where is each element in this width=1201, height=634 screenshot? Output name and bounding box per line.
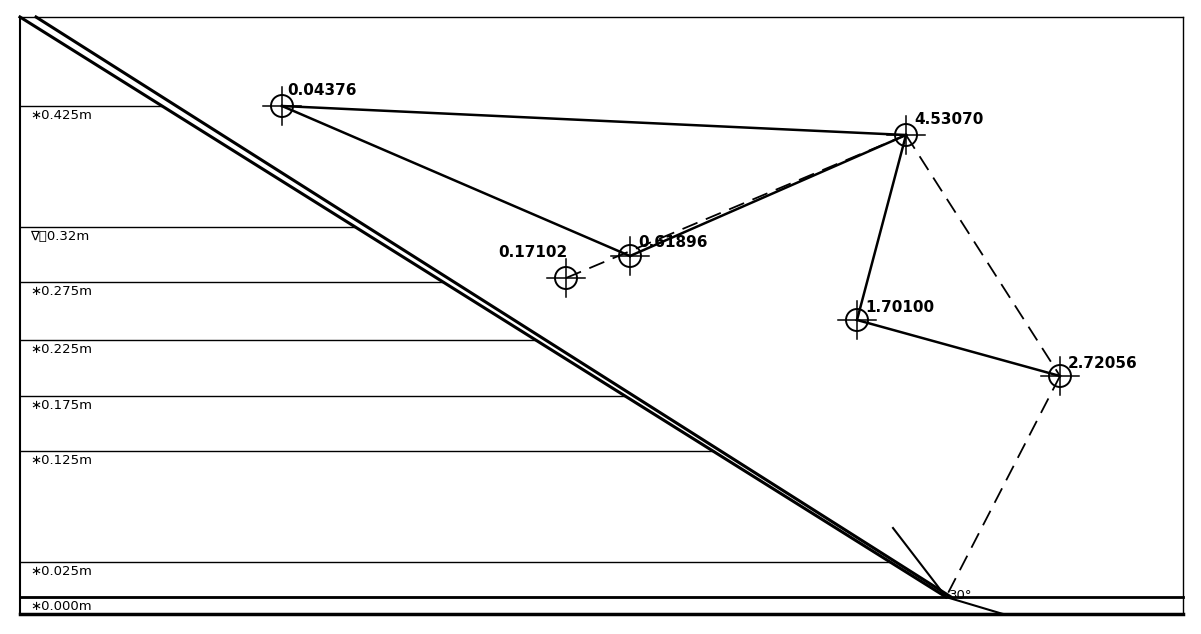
Text: ∇水0.32m: ∇水0.32m bbox=[30, 230, 89, 243]
Text: ∗0.025m: ∗0.025m bbox=[30, 565, 91, 578]
Text: ∗0.000m: ∗0.000m bbox=[30, 600, 91, 613]
Text: 30°: 30° bbox=[949, 589, 973, 602]
Text: 1.70100: 1.70100 bbox=[865, 300, 934, 315]
Text: 0.17102: 0.17102 bbox=[498, 245, 567, 260]
Text: ∗0.175m: ∗0.175m bbox=[30, 399, 92, 412]
Text: ∗0.225m: ∗0.225m bbox=[30, 343, 92, 356]
Text: 4.53070: 4.53070 bbox=[914, 112, 984, 127]
Text: 0.04376: 0.04376 bbox=[287, 83, 357, 98]
Text: ∗0.425m: ∗0.425m bbox=[30, 109, 91, 122]
Text: 0.61896: 0.61896 bbox=[638, 235, 707, 250]
Text: 2.72056: 2.72056 bbox=[1068, 356, 1137, 371]
Text: ∗0.125m: ∗0.125m bbox=[30, 454, 92, 467]
Text: ∗0.275m: ∗0.275m bbox=[30, 285, 92, 298]
